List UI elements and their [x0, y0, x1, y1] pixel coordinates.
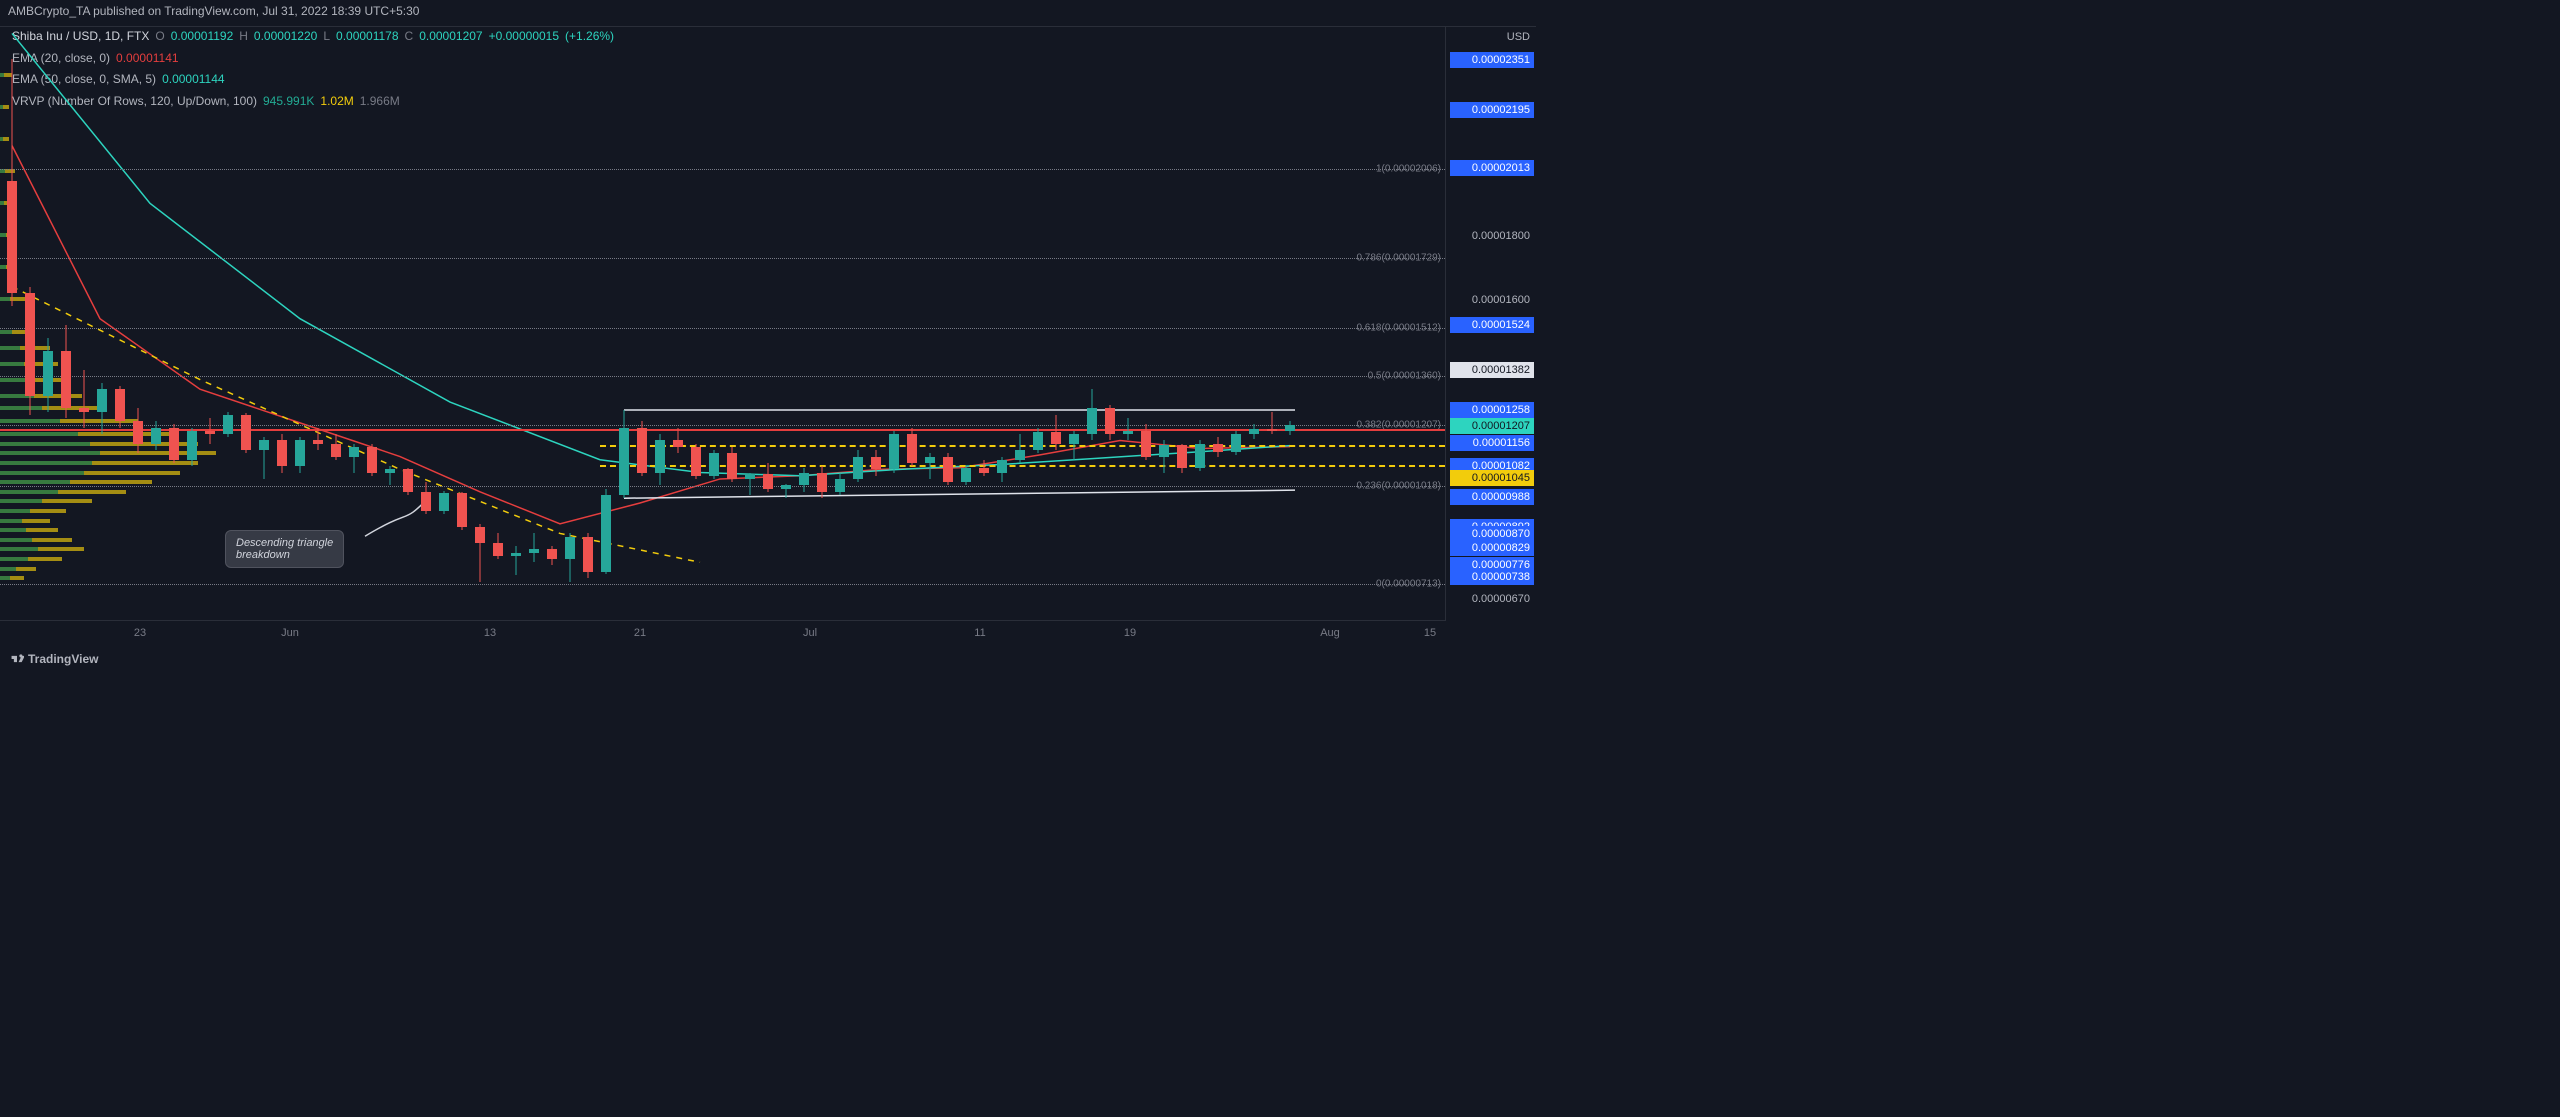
volume-profile-row — [0, 538, 72, 542]
time-tick: 13 — [484, 627, 496, 639]
volume-profile-row — [0, 461, 198, 465]
time-tick: Jun — [281, 627, 299, 639]
volume-profile-row — [0, 297, 28, 301]
volume-profile-row — [0, 576, 24, 580]
price-tick: 0.00001045 — [1450, 470, 1534, 486]
time-tick: 15 — [1424, 627, 1436, 639]
price-tick: 0.00000670 — [1450, 591, 1534, 607]
time-tick: 23 — [134, 627, 146, 639]
price-tick: 0.00000738 — [1450, 569, 1534, 585]
volume-profile-row — [0, 73, 12, 77]
resistance-line — [0, 429, 1445, 431]
chart-annotation: Descending trianglebreakdown — [225, 530, 344, 568]
volume-profile-row — [0, 557, 62, 561]
volume-profile-row — [0, 137, 9, 141]
price-tick: 0.00001800 — [1450, 228, 1534, 244]
price-tick: 0.00002013 — [1450, 160, 1534, 176]
fib-label: 1(0.00002006) — [1376, 164, 1441, 175]
fib-line — [0, 169, 1445, 170]
chart-pane[interactable]: 1(0.00002006) 0.786(0.00001729) 0.618(0.00… — [0, 26, 1446, 620]
volume-profile-row — [0, 451, 216, 455]
time-tick: 21 — [634, 627, 646, 639]
volume-profile-row — [0, 519, 50, 523]
price-tick: 0.00001382 — [1450, 362, 1534, 378]
fib-label: 0.786(0.00001729) — [1356, 253, 1441, 264]
chart-container: AMBCrypto_TA published on TradingView.co… — [0, 0, 1536, 670]
volume-profile-row — [0, 509, 66, 513]
price-tick: 0.00001156 — [1450, 435, 1534, 451]
fib-label: 0.5(0.00001360) — [1368, 371, 1441, 382]
time-tick: 19 — [1124, 627, 1136, 639]
price-axis[interactable]: USD 0.00001800 0.00001600 0.00000670 0.0000… — [1446, 26, 1536, 620]
fib-line — [0, 486, 1445, 487]
price-tick: 0.00002351 — [1450, 52, 1534, 68]
volume-profile-row — [0, 432, 174, 436]
time-tick: 11 — [974, 627, 985, 639]
volume-profile-row — [0, 480, 152, 484]
volume-profile-row — [0, 105, 9, 109]
time-axis[interactable]: 23 Jun 13 21 Jul 11 19 Aug 15 — [0, 620, 1446, 648]
axis-currency: USD — [1450, 29, 1534, 45]
volume-profile-row — [0, 528, 58, 532]
fib-line — [0, 425, 1445, 426]
fib-line — [0, 258, 1445, 259]
price-tick: 0.00001524 — [1450, 317, 1534, 333]
fib-line — [0, 376, 1445, 377]
fib-line — [0, 328, 1445, 329]
volume-profile-row — [0, 567, 36, 571]
price-tick: 0.00001258 — [1450, 402, 1534, 418]
fib-label: 0(0.00000713) — [1376, 578, 1441, 589]
volume-profile-row — [0, 547, 84, 551]
volume-profile-row — [0, 499, 92, 503]
tradingview-logo-icon — [10, 652, 24, 666]
volume-profile-row — [0, 490, 126, 494]
price-tick: 0.00002195 — [1450, 102, 1534, 118]
price-tick: 0.00001600 — [1450, 292, 1534, 308]
time-tick: Jul — [803, 627, 817, 639]
price-tick: 0.00000988 — [1450, 489, 1534, 505]
brand-text: TradingView — [28, 652, 98, 666]
price-tick: 0.00001207 — [1450, 418, 1534, 434]
time-tick: Aug — [1320, 627, 1340, 639]
fib-label: 0.618(0.00001512) — [1356, 322, 1441, 333]
tradingview-brand[interactable]: TradingView — [10, 652, 98, 666]
fib-label: 0.236(0.00001018) — [1356, 481, 1441, 492]
chart-svg-overlay — [0, 27, 1445, 620]
support-zone-line — [600, 445, 1445, 447]
volume-profile-row — [0, 471, 180, 475]
publisher-line: AMBCrypto_TA published on TradingView.co… — [8, 4, 419, 18]
price-tick: 0.00000829 — [1450, 540, 1534, 556]
fib-line — [0, 584, 1445, 585]
